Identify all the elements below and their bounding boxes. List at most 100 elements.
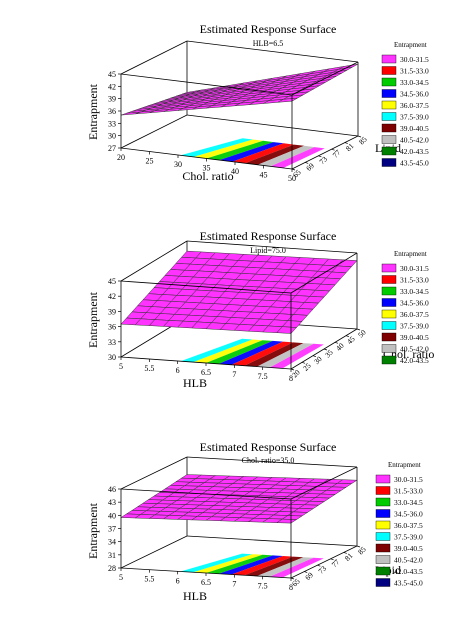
legend-label: 36.0-37.5	[400, 310, 429, 319]
legend-label: 37.5-39.0	[400, 322, 429, 331]
x-tick-label: 7.5	[258, 581, 268, 590]
box-edge-top-left	[120, 456, 188, 490]
x-tick-label: 6.5	[201, 578, 211, 587]
legend-label: 31.5-33.0	[400, 276, 429, 285]
box-edge-floor-left	[120, 535, 188, 569]
x-axis-label: HLB	[183, 376, 207, 390]
y-tick-mark	[304, 571, 308, 573]
legend-swatch	[375, 486, 391, 495]
floor-contour-band	[231, 341, 294, 366]
chart-subtitle: Chol. ratio=35.0	[242, 456, 295, 465]
legend-swatch	[381, 158, 397, 167]
x-tick-label: 6	[176, 576, 180, 585]
floor-contour-band	[270, 147, 325, 168]
floor-contour-band	[180, 138, 253, 157]
legend-swatch	[381, 275, 397, 284]
x-axis-label: HLB	[183, 589, 207, 603]
z-tick-label: 42	[108, 82, 116, 91]
box-edge-top-right	[290, 466, 358, 500]
x-tick-label: 6.5	[201, 368, 211, 377]
legend-label: 33.0-34.5	[400, 78, 429, 87]
floor-contour-band	[180, 338, 253, 363]
box-edge-back-bottom	[186, 535, 358, 547]
z-axis-label: Entrapment	[86, 502, 100, 559]
y-tick-label: 73	[317, 154, 329, 166]
box-edge-back-top	[186, 40, 359, 63]
legend-label: 34.5-36.0	[400, 90, 429, 99]
floor-contour-band	[193, 139, 264, 159]
y-tick-mark	[290, 577, 295, 580]
y-tick-mark	[301, 362, 306, 364]
chart-title: Estimated Response Surface	[200, 229, 337, 243]
legend-swatch	[375, 578, 391, 587]
legend-label: 40.5-42.0	[400, 136, 429, 145]
y-tick-label: 85	[356, 545, 368, 557]
legend-swatch	[375, 509, 391, 518]
x-tick-label: 5	[119, 573, 123, 582]
legend-label: 43.5-45.0	[394, 579, 423, 588]
z-tick-label: 34	[108, 538, 116, 547]
legend-label: 39.0-40.5	[400, 333, 429, 342]
box-edge-top-left	[120, 40, 188, 75]
legend-label: 37.5-39.0	[400, 113, 429, 122]
legend: Entrapment 30.0-31.5 31.5-33.0 33.0-34.5 34.…	[381, 250, 429, 365]
y-tick-label: 77	[330, 557, 342, 569]
legend-swatch	[381, 66, 397, 75]
y-tick-label: 30	[312, 354, 324, 366]
legend-label: 30.0-31.5	[394, 475, 423, 484]
z-tick-label: 46	[108, 485, 116, 494]
y-tick-mark	[290, 368, 295, 371]
box-edge-front-top	[120, 73, 293, 96]
legend-swatch	[375, 532, 391, 541]
y-tick-label: 40	[334, 341, 346, 353]
x-tick-label: 30	[174, 160, 182, 169]
legend-swatch	[381, 355, 397, 365]
legend-swatch	[375, 497, 391, 507]
y-tick-mark	[317, 564, 321, 567]
y-tick-label: 73	[316, 564, 328, 576]
legend-label: 40.5-42.0	[394, 556, 423, 565]
z-tick-label: 30	[108, 353, 116, 362]
z-tick-label: 37	[108, 525, 116, 534]
legend-label: 39.0-40.5	[400, 124, 429, 133]
z-tick-label: 27	[108, 144, 116, 153]
y-axis-line	[290, 545, 358, 579]
x-tick-label: 25	[146, 157, 154, 166]
box-edge-top-left	[120, 240, 188, 282]
y-tick-mark	[334, 342, 339, 344]
x-tick-label: 7	[232, 370, 236, 379]
chart-title: Estimated Response Surface	[200, 440, 337, 454]
z-tick-label: 40	[108, 511, 116, 520]
floor-contour-band	[232, 143, 294, 164]
legend-swatch	[381, 146, 397, 156]
floor-contour-band	[180, 553, 253, 573]
z-tick-label: 36	[108, 323, 116, 332]
x-tick-label: 35	[203, 164, 211, 173]
y-axis-line	[291, 135, 359, 170]
y-tick-mark	[357, 135, 362, 138]
floor-contour-band	[219, 142, 284, 162]
floor-contour-band	[257, 557, 314, 577]
y-tick-label: 77	[331, 148, 343, 160]
y-tick-label: 25	[301, 361, 313, 373]
legend-label: 34.5-36.0	[400, 299, 429, 308]
legend: Entrapment 30.0-31.5 31.5-33.0 33.0-34.5 34.…	[381, 41, 429, 168]
legend-swatch	[375, 474, 391, 484]
floor-contour-band	[193, 554, 263, 573]
y-tick-label: 20	[290, 368, 302, 380]
x-tick-label: 5	[119, 362, 123, 371]
legend: Entrapment 30.0-31.5 31.5-33.0 33.0-34.5 34.…	[375, 461, 423, 588]
legend-swatch	[375, 555, 391, 564]
y-tick-label: 65	[290, 577, 302, 589]
floor-contour-band	[218, 555, 283, 575]
z-tick-label: 43	[108, 498, 116, 507]
legend-title: Entrapment	[394, 41, 427, 49]
z-tick-label: 36	[108, 107, 116, 116]
legend-swatch	[375, 543, 391, 553]
legend-label: 43.5-45.0	[400, 159, 429, 168]
legend-label: 42.0-43.5	[400, 356, 429, 365]
legend-label: 36.0-37.5	[400, 101, 429, 110]
